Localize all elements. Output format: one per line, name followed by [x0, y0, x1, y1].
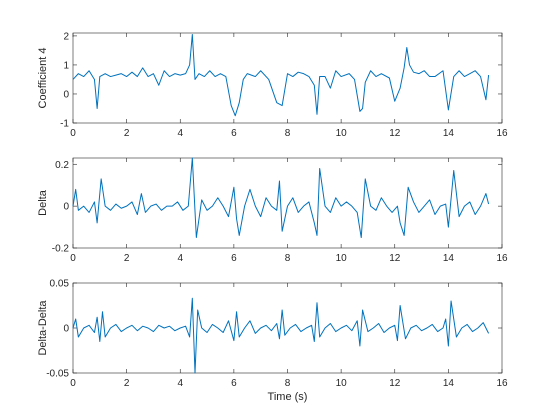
x-tick-label: 0 — [70, 128, 76, 139]
x-tick-label: 10 — [336, 378, 348, 389]
x-tick-label: 8 — [285, 128, 291, 139]
x-tick-label: 6 — [231, 378, 237, 389]
series-line-1 — [72, 297, 490, 374]
y-tick-label: 0 — [63, 324, 69, 335]
x-tick-label: 16 — [496, 253, 508, 264]
series-line-1 — [72, 157, 490, 239]
x-tick-label: 2 — [124, 378, 130, 389]
x-tick-label: 4 — [177, 378, 183, 389]
y-tick-label: 0.2 — [55, 160, 69, 171]
y-tick-label: 2 — [63, 31, 69, 42]
x-tick-label: 8 — [285, 253, 291, 264]
x-tick-label: 8 — [285, 378, 291, 389]
y-tick-label: -0.2 — [52, 244, 70, 255]
x-tick-label: 14 — [443, 378, 455, 389]
x-tick-label: 0 — [70, 378, 76, 389]
x-tick-label: 0 — [70, 253, 76, 264]
y-tick-label: 0 — [63, 89, 69, 100]
axes-box — [72, 32, 503, 124]
series-line-1 — [72, 33, 490, 117]
axes-box — [72, 282, 503, 374]
axes-box — [72, 157, 503, 249]
x-tick-label: 14 — [443, 253, 455, 264]
y-axis-label: Coefficient 4 — [37, 48, 49, 109]
x-tick-label: 16 — [496, 128, 508, 139]
y-tick-label: -0.05 — [46, 369, 69, 380]
y-tick-label: -1 — [60, 119, 69, 130]
x-tick-label: 6 — [231, 253, 237, 264]
x-tick-label: 10 — [336, 128, 348, 139]
x-tick-label: 2 — [124, 253, 130, 264]
x-axis-label: Time (s) — [268, 391, 308, 403]
x-tick-label: 6 — [231, 128, 237, 139]
x-tick-label: 4 — [177, 128, 183, 139]
x-tick-label: 12 — [389, 253, 401, 264]
y-tick-label: 1 — [63, 60, 69, 71]
x-tick-label: 2 — [124, 128, 130, 139]
x-tick-label: 14 — [443, 128, 455, 139]
y-axis-label: Delta-Delta — [37, 300, 49, 356]
x-tick-label: 12 — [389, 128, 401, 139]
x-tick-label: 12 — [389, 378, 401, 389]
y-tick-label: 0 — [63, 202, 69, 213]
x-tick-label: 16 — [496, 378, 508, 389]
x-tick-label: 10 — [336, 253, 348, 264]
y-tick-label: 0.05 — [50, 279, 70, 290]
y-axis-label: Delta — [37, 189, 49, 216]
x-tick-label: 4 — [177, 253, 183, 264]
